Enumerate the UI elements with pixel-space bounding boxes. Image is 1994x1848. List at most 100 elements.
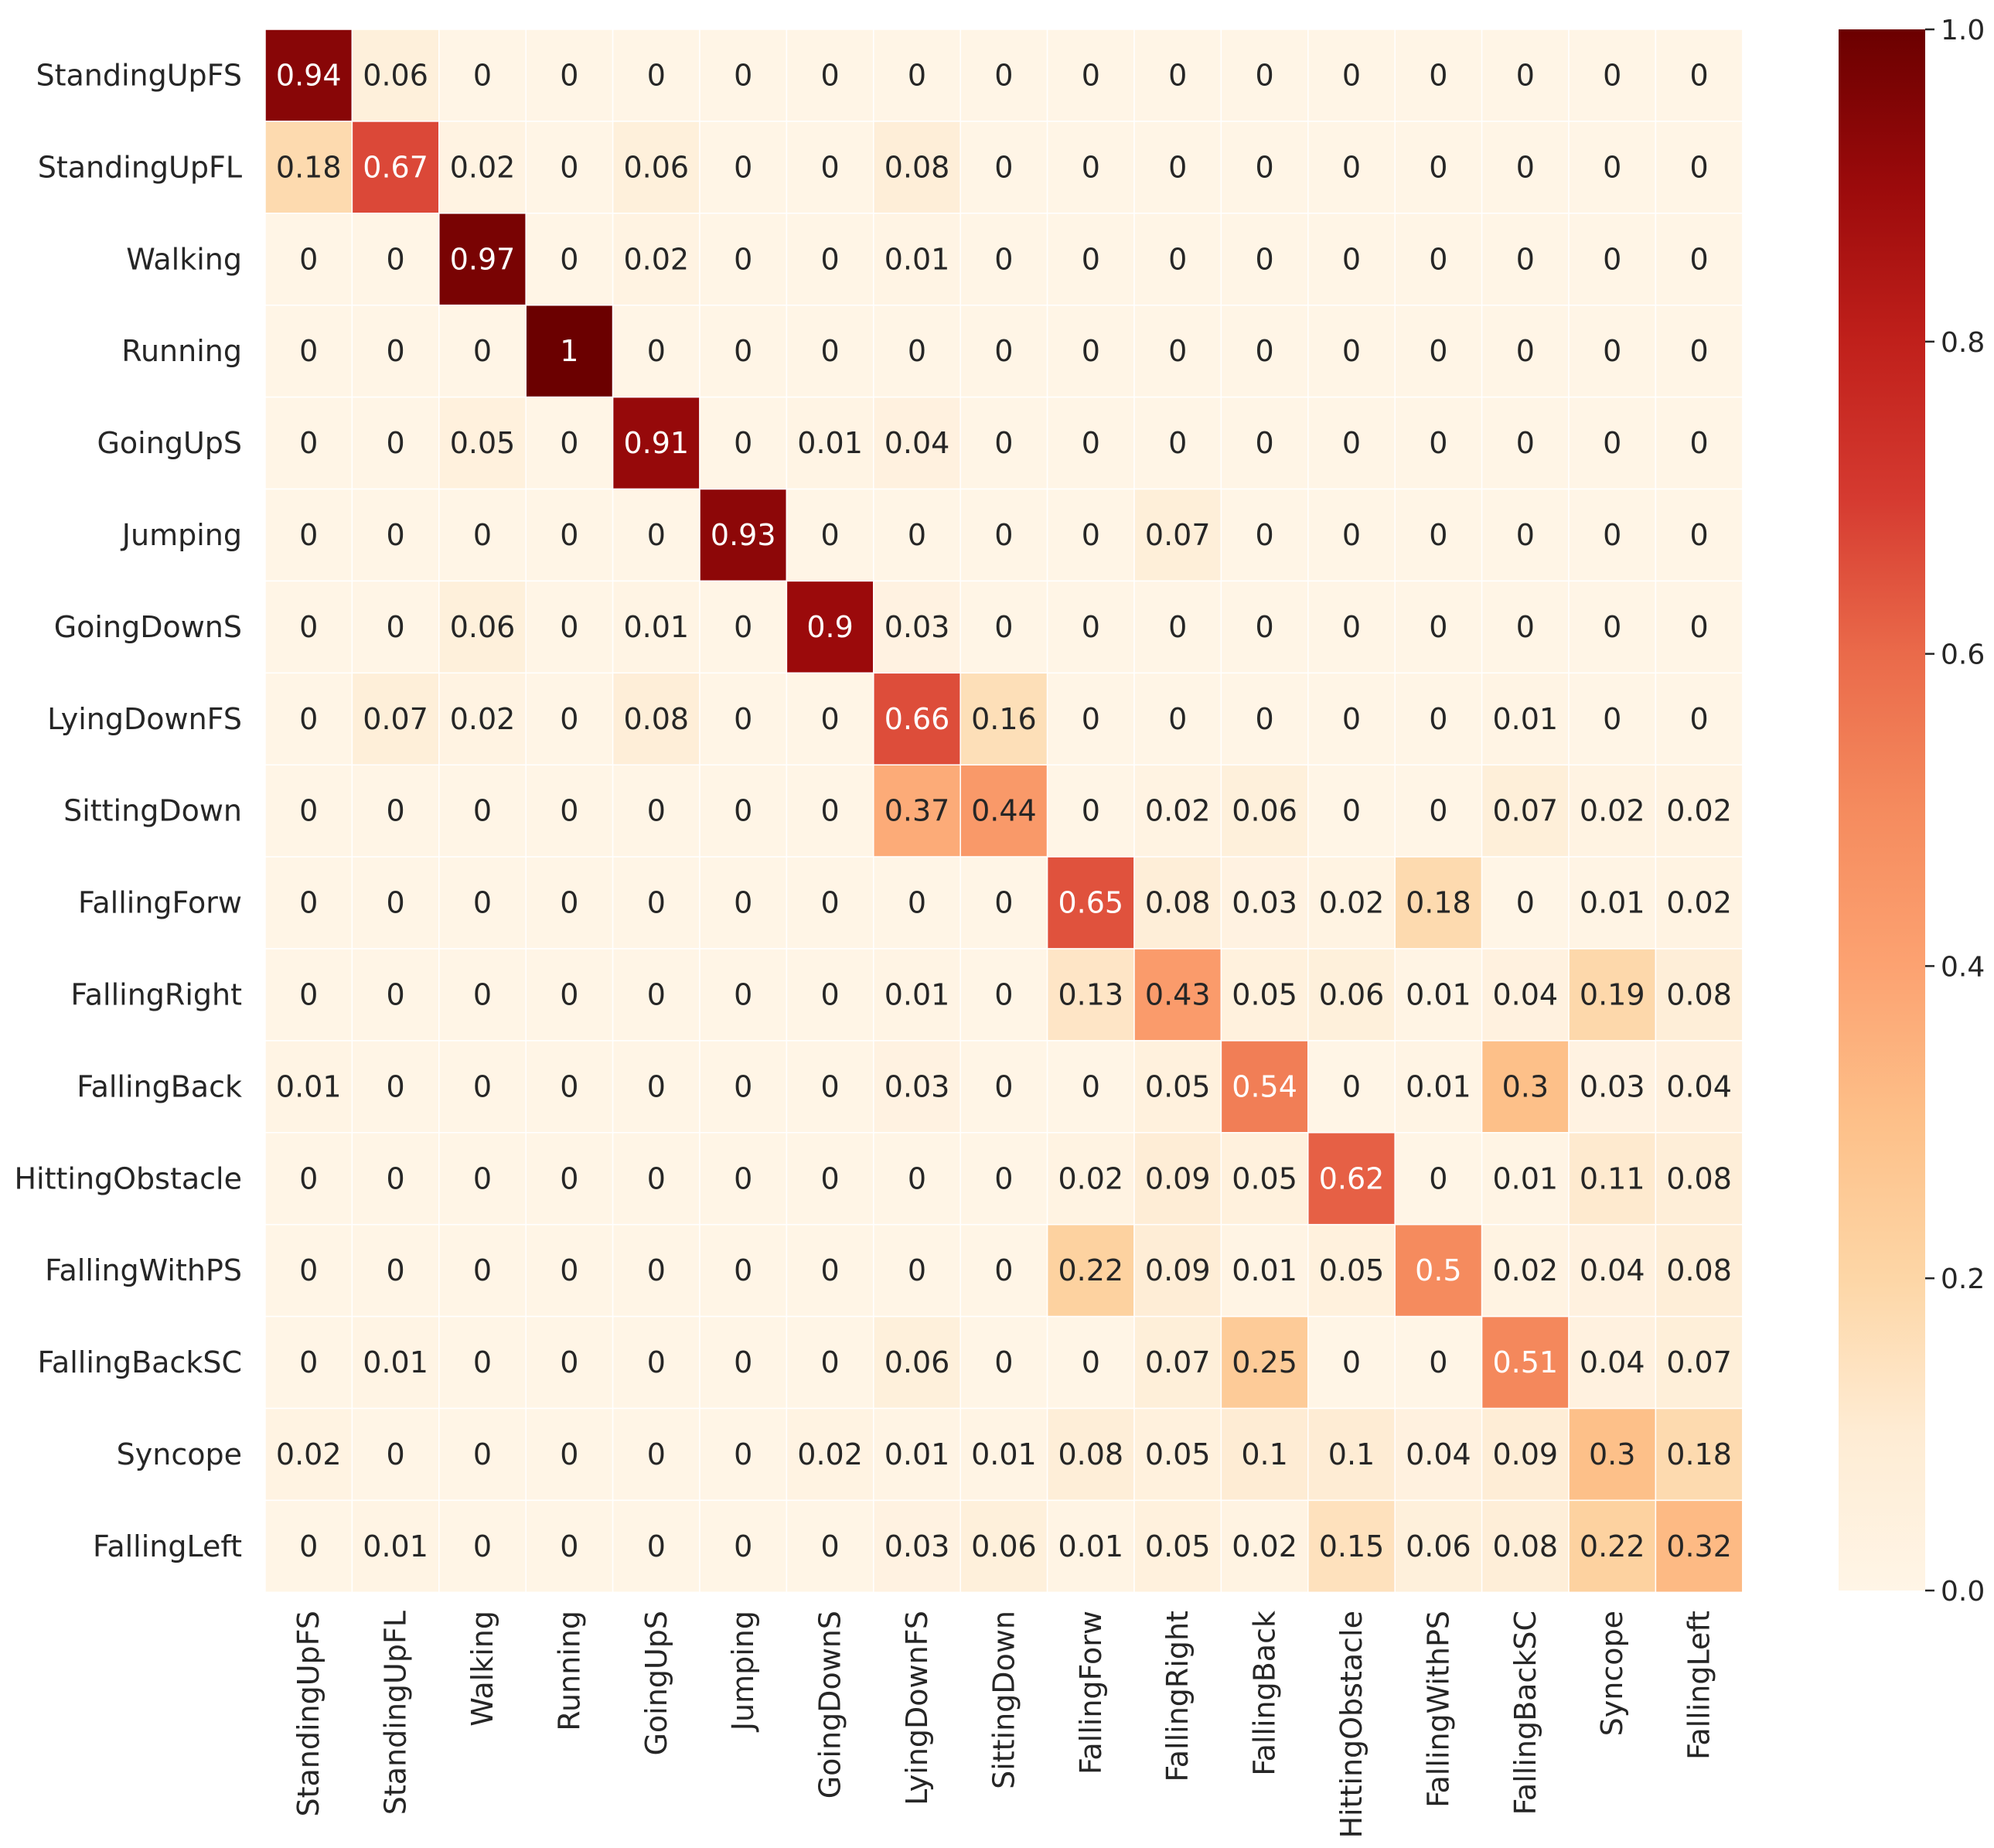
heatmap-cell (1568, 29, 1657, 122)
cell-value-label: 0 (734, 1069, 752, 1103)
heatmap-cell (612, 121, 700, 214)
cell-value-label: 0 (734, 794, 752, 828)
cell-value-label: 0.22 (1058, 1253, 1123, 1287)
heatmap-cell (873, 304, 961, 398)
colorbar-tick-label: 0.0 (1941, 1576, 1985, 1608)
heatmap-cell (873, 121, 961, 214)
cell-value-label: 0 (1342, 334, 1361, 368)
cell-value-label: 0 (1603, 242, 1621, 276)
heatmap-cell (525, 121, 614, 214)
cell-value-label: 0 (1429, 426, 1447, 460)
heatmap-cell (960, 213, 1048, 306)
heatmap-cell (1046, 764, 1135, 858)
heatmap-cell (1133, 1407, 1222, 1502)
heatmap-cell (351, 1040, 440, 1134)
cell-value-label: 0 (1603, 426, 1621, 460)
cell-value-label: 0 (994, 610, 1013, 644)
cell-value-label: 0 (1690, 58, 1709, 92)
cell-value-label: 0 (560, 1253, 578, 1287)
column-label: Jumping (726, 1611, 760, 1732)
cell-value-label: 0.01 (1492, 702, 1558, 736)
heatmap-cell (786, 1223, 874, 1318)
cell-value-label: 0.06 (450, 610, 516, 644)
cell-value-label: 0.06 (1232, 794, 1297, 828)
cell-value-label: 0 (1256, 58, 1274, 92)
cell-value-label: 0 (1516, 334, 1535, 368)
heatmap-cell (264, 672, 353, 765)
heatmap-cell (1133, 396, 1222, 490)
cell-value-label: 0 (1342, 702, 1361, 736)
cell-value-label: 0 (821, 977, 840, 1011)
heatmap-cell (699, 121, 788, 214)
heatmap-cell (1133, 121, 1222, 214)
cell-value-label: 0 (734, 426, 752, 460)
heatmap-cell (525, 1223, 614, 1318)
cell-value-label: 0 (1168, 334, 1187, 368)
heatmap-cell (1655, 1407, 1743, 1502)
cell-value-label: 0 (994, 242, 1013, 276)
cell-value-label: 0 (734, 1253, 752, 1287)
heatmap-cell (525, 1040, 614, 1134)
cell-value-label: 0 (387, 334, 405, 368)
cell-value-label: 0.01 (885, 1437, 950, 1471)
heatmap-cell (960, 488, 1048, 582)
cell-value-label: 0 (994, 1161, 1013, 1195)
heatmap-cell (1220, 1132, 1309, 1226)
cell-value-label: 0 (1256, 426, 1274, 460)
cell-value-label: 0 (473, 977, 492, 1011)
row-label: Walking (126, 242, 242, 276)
cell-value-label: 0 (647, 794, 666, 828)
cell-value-label: 0.1 (1241, 1437, 1287, 1471)
heatmap-cell (525, 856, 614, 950)
cell-value-label: 0.02 (1145, 794, 1211, 828)
cell-value-label: 0 (821, 702, 840, 736)
heatmap-cell (264, 1040, 353, 1134)
cell-value-label: 0 (387, 1437, 405, 1471)
cell-value-label: 0.54 (1232, 1069, 1297, 1103)
cell-value-label: 0.06 (363, 58, 428, 92)
cell-value-label: 0.01 (885, 242, 950, 276)
heatmap-cell (1481, 304, 1570, 398)
cell-value-label: 0.91 (623, 426, 689, 460)
heatmap-cell (1133, 764, 1222, 858)
cell-value-label: 0.03 (1580, 1069, 1645, 1103)
heatmap-cell (525, 672, 614, 765)
cell-value-label: 0.01 (363, 1345, 428, 1379)
cell-value-label: 0 (560, 426, 578, 460)
cell-value-label: 0.05 (1145, 1437, 1211, 1471)
cell-value-label: 0 (1429, 702, 1447, 736)
cell-value-label: 0 (994, 1069, 1013, 1103)
heatmap-cell (960, 1315, 1048, 1410)
cell-value-label: 0.01 (363, 1529, 428, 1563)
cell-value-label: 0 (734, 58, 752, 92)
heatmap-cell (438, 29, 527, 122)
cell-value-label: 0 (821, 886, 840, 920)
cell-value-label: 0 (647, 1437, 666, 1471)
heatmap-cell (960, 580, 1048, 674)
cell-value-label: 0 (473, 518, 492, 552)
heatmap-cell (1394, 488, 1483, 582)
heatmap-cell (699, 488, 788, 582)
cell-value-label: 0 (1256, 610, 1274, 644)
cell-value-label: 0 (473, 58, 492, 92)
cell-value-label: 0.08 (1666, 977, 1732, 1011)
heatmap-cell (1568, 1315, 1657, 1410)
heatmap-cell (1655, 1223, 1743, 1318)
cell-value-label: 0 (1429, 610, 1447, 644)
cell-value-label: 0 (1082, 794, 1100, 828)
cell-value-label: 0.65 (1058, 886, 1123, 920)
cell-value-label: 0.44 (971, 794, 1037, 828)
heatmap-cell (264, 1407, 353, 1502)
row-label: StandingUpFL (38, 150, 242, 184)
column-label: FallingBack (1248, 1611, 1282, 1776)
cell-value-label: 0.32 (1666, 1529, 1732, 1563)
cell-value-label: 0 (1256, 518, 1274, 552)
heatmap-cell (1046, 304, 1135, 398)
heatmap-cell (960, 948, 1048, 1042)
heatmap-cell (1046, 488, 1135, 582)
colorbar-tick-label: 0.4 (1941, 951, 1985, 983)
cell-value-label: 0.18 (1406, 886, 1471, 920)
heatmap-cell (1307, 764, 1396, 858)
heatmap-cell (438, 488, 527, 582)
cell-value-label: 0 (1690, 150, 1709, 184)
